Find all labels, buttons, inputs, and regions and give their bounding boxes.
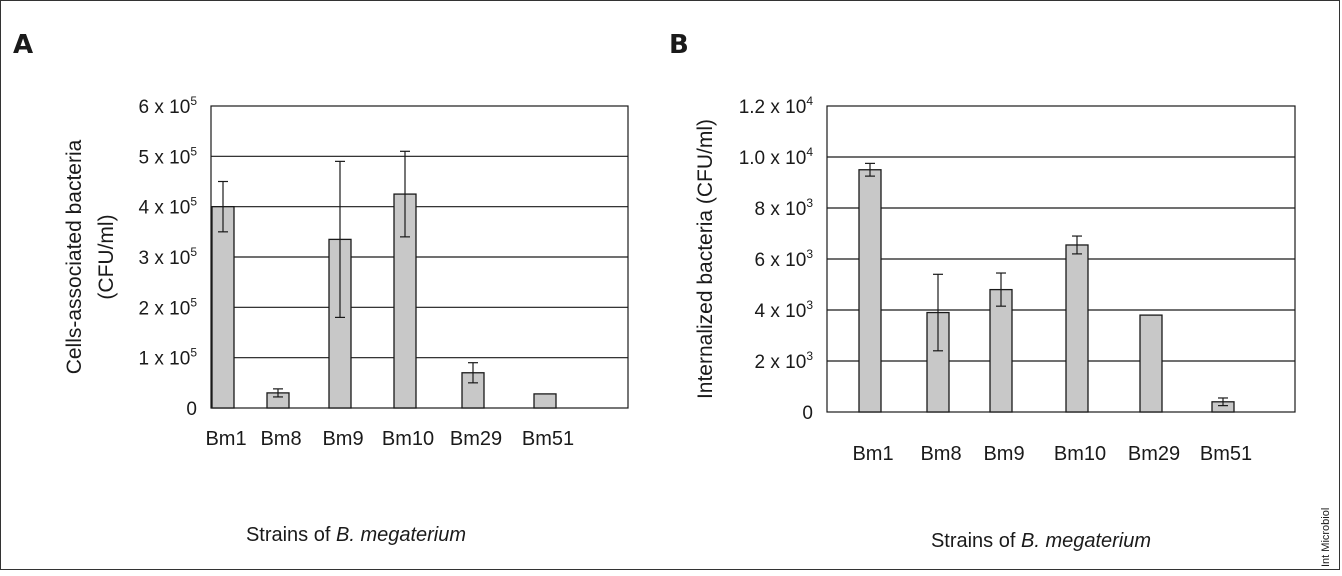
x-axis-label: Strains of B. megaterium	[931, 530, 1151, 552]
y-tick-label: 1.0 x 104	[739, 145, 814, 169]
panel-label: A	[13, 30, 33, 60]
y-tick-label: 2 x 103	[755, 349, 814, 373]
chart-a: A 0 1 x 105 2 x 105 3 x 105 4 x 105 5 x 105 6 x…	[13, 30, 629, 546]
y-tick-label: 6 x 103	[755, 247, 814, 271]
category-label: Bm29	[450, 428, 502, 450]
y-tick-label: 6 x 105	[139, 94, 198, 118]
category-label: Bm9	[983, 443, 1024, 465]
y-axis-label: Cells-associated bacteria	[63, 139, 86, 374]
bar	[858, 169, 882, 413]
chart-b: B 0 2 x 103 4 x 103 6 x 103 8 x 103 1.0 x 104 1…	[669, 30, 1296, 552]
y-tick-label: 0	[186, 399, 197, 420]
category-label: Bm1	[205, 428, 246, 450]
category-label: Bm8	[260, 428, 301, 450]
category-label: Bm8	[920, 443, 961, 465]
bar	[1065, 244, 1089, 413]
y-tick-label: 1.2 x 104	[739, 94, 814, 118]
credit-text: Int Microbiol	[1320, 508, 1332, 567]
category-label: Bm9	[322, 428, 363, 450]
category-label: Bm10	[382, 428, 434, 450]
y-tick-label: 3 x 105	[139, 245, 198, 269]
y-tick-label: 2 x 105	[139, 295, 198, 319]
bar	[1139, 314, 1163, 413]
panel-label: B	[669, 30, 689, 60]
y-axis-label: Internalized bacteria (CFU/ml)	[694, 119, 717, 399]
y-tick-label: 0	[802, 403, 813, 424]
y-tick-label: 1 x 105	[139, 346, 198, 370]
bar	[989, 288, 1013, 413]
category-label: Bm1	[852, 443, 893, 465]
y-tick-label: 5 x 105	[139, 144, 198, 168]
category-label: Bm51	[1200, 443, 1252, 465]
bar	[533, 393, 557, 409]
y-axis-label: (CFU/ml)	[95, 214, 118, 299]
y-tick-label: 4 x 103	[755, 298, 814, 322]
y-tick-label: 8 x 103	[755, 196, 814, 220]
bar	[211, 206, 235, 409]
y-tick-label: 4 x 105	[139, 195, 198, 219]
category-label: Bm51	[522, 428, 574, 450]
x-axis-label: Strains of B. megaterium	[246, 524, 466, 546]
category-label: Bm10	[1054, 443, 1106, 465]
category-label: Bm29	[1128, 443, 1180, 465]
